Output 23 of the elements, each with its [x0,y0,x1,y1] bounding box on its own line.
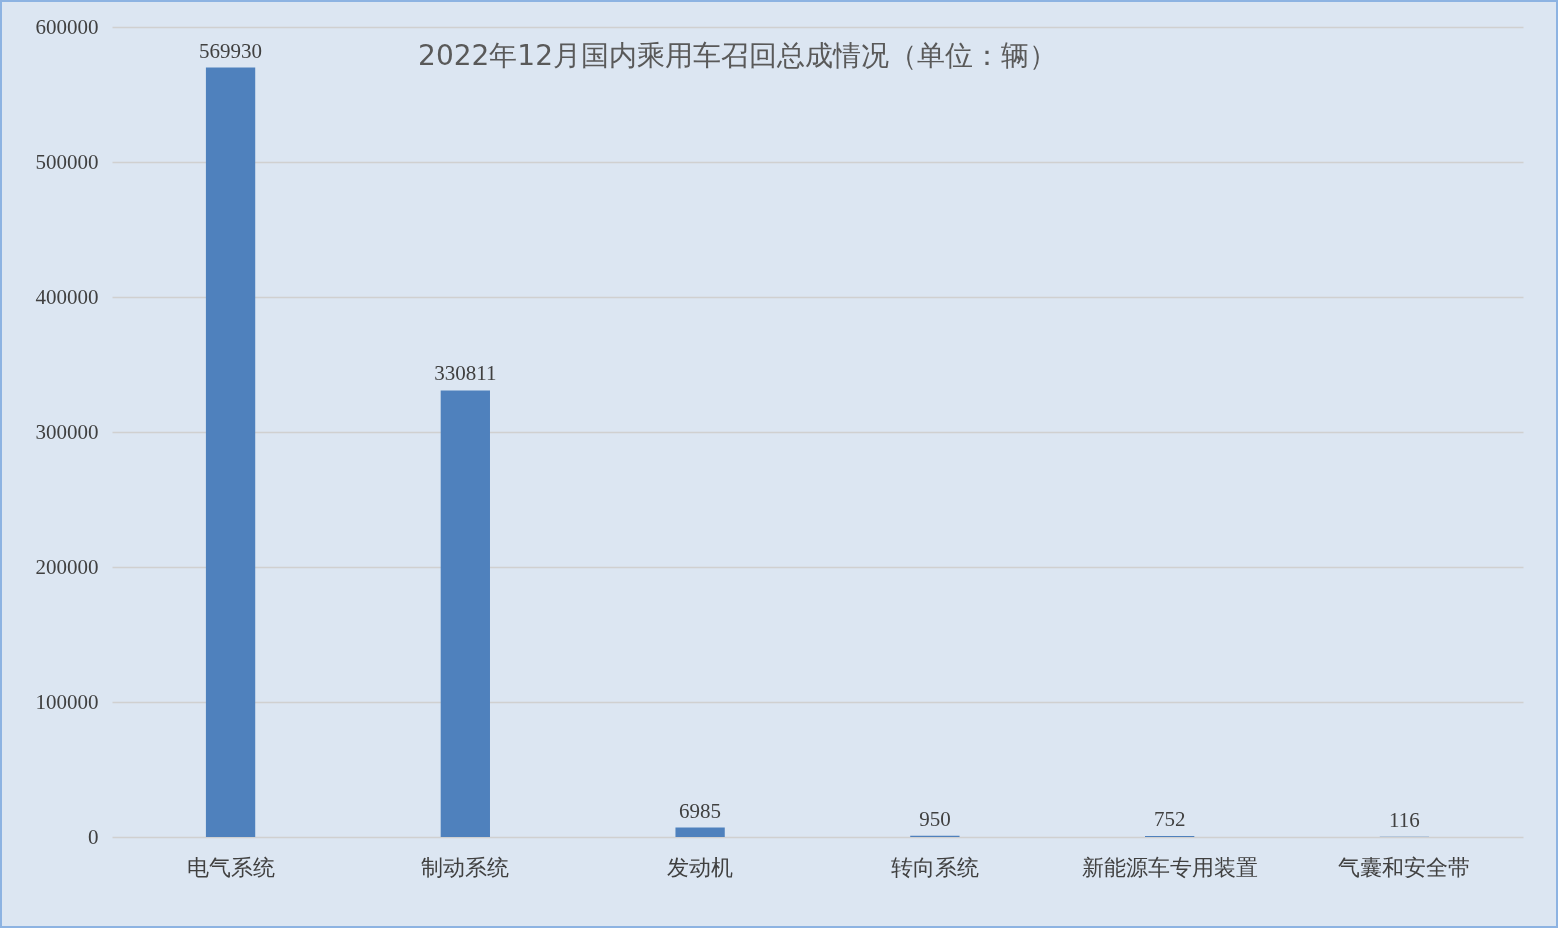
data-label: 6985 [679,798,722,823]
data-label: 330811 [434,361,497,386]
bar [205,67,256,837]
y-tick-label: 200000 [35,554,99,579]
data-label: 950 [919,806,951,831]
x-tick-label: 制动系统 [421,854,510,880]
y-tick-label: 100000 [35,689,99,714]
bar [675,827,725,837]
chart-title: 2022年12月国内乘用车召回总成情况（单位：辆） [418,39,1057,72]
y-tick-label: 400000 [35,284,99,309]
data-label: 752 [1153,806,1186,831]
y-tick-label: 300000 [35,419,99,444]
y-tick-label: 500000 [35,149,99,174]
data-label: 116 [1389,807,1420,832]
x-tick-label: 发动机 [667,854,734,880]
x-tick-label: 新能源车专用装置 [1081,854,1258,880]
bar [440,390,490,837]
data-label: 569930 [199,38,263,63]
x-tick-label: 转向系统 [890,854,979,880]
x-tick-label: 电气系统 [186,854,275,880]
y-tick-label: 600000 [35,14,99,39]
x-tick-label: 气囊和安全带 [1338,854,1471,880]
y-tick-label: 0 [88,824,99,849]
